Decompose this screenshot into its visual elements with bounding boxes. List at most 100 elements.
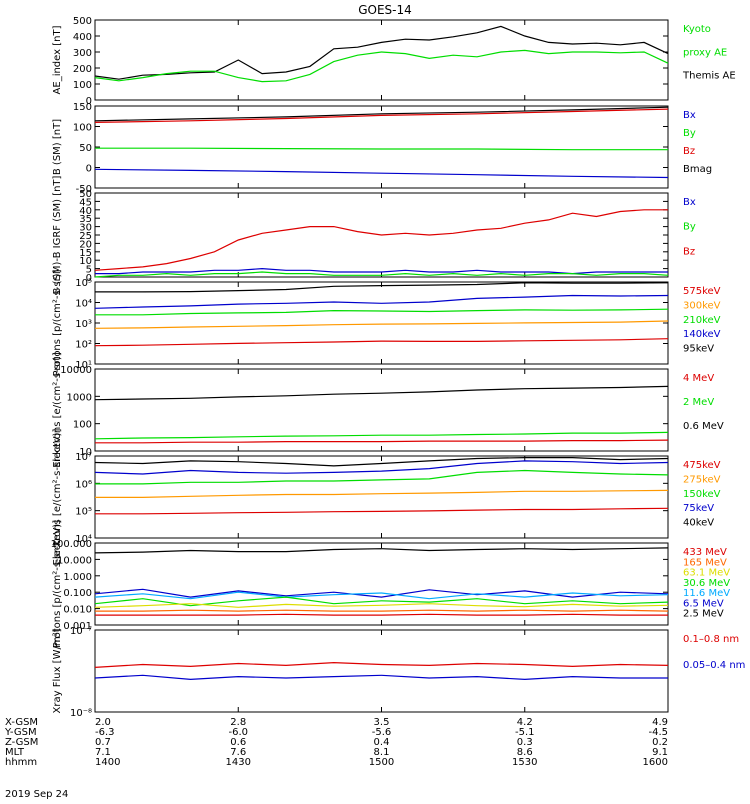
panel-1: 0 100 200 300 400 500 AE_index [nT] Kyoto proxy … — [52, 16, 736, 107]
legend-entry: 210keV — [683, 315, 721, 326]
y-tick-label: 10⁷ — [75, 452, 92, 463]
y-tick-label: 200 — [73, 64, 92, 75]
y-axis-label: Protons [p/(cm²-s-sr)] — [52, 269, 63, 376]
footer-value: -5.1 — [515, 727, 535, 738]
legend-entry: 2 MeV — [683, 397, 714, 408]
y-tick-label: 400 — [73, 32, 92, 43]
y-tick-label: 5 — [86, 265, 92, 276]
series-line-bz — [94, 108, 669, 123]
footer-value: 0.3 — [517, 737, 533, 748]
series-line-30-6-mev — [94, 596, 669, 607]
legend-entry: Bz — [683, 146, 695, 157]
y-tick-label: 50 — [79, 189, 92, 200]
legend-entry: 2.5 MeV — [683, 609, 724, 620]
legend-entry: Kyoto — [683, 24, 711, 35]
panel-6: 10⁴ 10⁵ 10⁶ 10⁷ Electrons [e/(cm²-s-sr-keV)]… — [52, 428, 721, 565]
footer-row-label: X-GSM — [5, 717, 38, 728]
y-tick-label: 1000 — [67, 392, 92, 403]
y-tick-label: 0 — [86, 164, 92, 175]
legend-entry: Bx — [683, 197, 696, 208]
series-line-165-mev — [95, 609, 669, 612]
y-tick-label: 30 — [79, 223, 92, 234]
plot-title: GOES-14 — [358, 3, 412, 17]
series-line-bx — [94, 168, 669, 179]
y-tick-label: 10¹ — [75, 360, 92, 371]
legend-entry: 150keV — [683, 489, 721, 500]
series-line-75kev — [94, 460, 669, 475]
footer-value: 1600 — [643, 757, 668, 768]
panel-frame — [94, 542, 669, 626]
legend-entry: 11.6 MeV — [683, 588, 730, 599]
footer-value: 7.6 — [230, 747, 246, 758]
series-line-140kev — [94, 294, 669, 309]
y-tick-label: 35 — [79, 214, 92, 225]
y-tick-label: 0.001 — [63, 621, 92, 632]
series-line-575kev — [94, 338, 669, 347]
legend-entry: 0.1–0.8 nm — [683, 634, 739, 645]
footer-row-label: Z-GSM — [5, 737, 38, 748]
legend-entry: 575keV — [683, 286, 721, 297]
y-tick-label: 1.000 — [63, 572, 92, 583]
legend-entry: 30.6 MeV — [683, 578, 730, 589]
series-line-0-6-mev — [94, 385, 669, 401]
legend-entry: 275keV — [683, 474, 721, 485]
series-line-bmag — [94, 106, 669, 122]
legend-entry: 0.05–0.4 nm — [683, 660, 745, 671]
y-tick-label: 10² — [75, 340, 92, 351]
y-tick-label: 10⁴ — [75, 534, 92, 545]
footer-row-label: hhmm — [5, 757, 37, 768]
y-tick-label: 45 — [79, 197, 92, 208]
y-tick-label: 10.000 — [57, 555, 92, 566]
footer-value: 0.6 — [230, 737, 246, 748]
legend-entry: Bz — [683, 246, 695, 257]
footer-value: -5.6 — [372, 727, 392, 738]
legend-entry: By — [683, 222, 696, 233]
footer-value: 9.1 — [652, 747, 668, 758]
legend-entry: By — [683, 128, 696, 139]
footer-row-label: MLT — [5, 747, 25, 758]
footer-value: 0.4 — [374, 737, 390, 748]
y-tick-label: 100 — [73, 420, 92, 431]
y-tick-label: 10⁻⁸ — [70, 708, 92, 719]
legend-entry: 63.1 MeV — [683, 568, 730, 579]
y-tick-label: 20 — [79, 239, 92, 250]
panel-4: 10¹ 10² 10³ 10⁴ 10⁵ Protons [p/(cm²-s-sr)] 575… — [52, 269, 721, 376]
footer-value: 2.8 — [230, 717, 246, 728]
y-axis-label: B (SM)-B IGRF (SM) [nT] — [52, 175, 63, 294]
footer-value: 2.0 — [95, 717, 111, 728]
footer-value: -4.5 — [648, 727, 668, 738]
series-line-11-6-mev — [94, 591, 669, 600]
y-tick-label: 25 — [79, 231, 92, 242]
footer-value: 0.7 — [95, 737, 111, 748]
panel-frame — [94, 629, 669, 713]
y-tick-label: 50 — [79, 143, 92, 154]
y-tick-label: 10⁴ — [75, 299, 92, 310]
footer-value: -6.0 — [228, 727, 248, 738]
y-axis-label: Protons [p/(cm²-s-sr-keV)] — [52, 520, 63, 648]
series-line-150kev — [95, 469, 669, 485]
legend-entry: Themis AE — [682, 71, 736, 82]
series-line-63-1-mev — [94, 603, 669, 608]
footer-value: 4.9 — [652, 717, 668, 728]
footer-value: 1500 — [369, 757, 394, 768]
y-axis-label: Electrons [e/(cm²-s-sr)] — [52, 352, 63, 468]
series-line-275kev — [95, 489, 669, 498]
legend-entry: 6.5 MeV — [683, 598, 724, 609]
date-label: 2019 Sep 24 — [5, 789, 68, 800]
y-tick-label: 0 — [86, 273, 92, 284]
legend-entry: 95keV — [683, 344, 714, 355]
series-line-300kev — [94, 320, 669, 329]
legend-entry: 475keV — [683, 460, 721, 471]
y-tick-label: 10 — [79, 447, 92, 458]
y-tick-label: 0.010 — [63, 605, 92, 616]
legend-entry: 433 MeV — [683, 547, 727, 558]
y-tick-label: 0 — [86, 96, 92, 107]
series-line-210kev — [95, 308, 669, 316]
legend-entry: 165 MeV — [683, 557, 727, 568]
legend-entry: proxy AE — [683, 47, 727, 58]
